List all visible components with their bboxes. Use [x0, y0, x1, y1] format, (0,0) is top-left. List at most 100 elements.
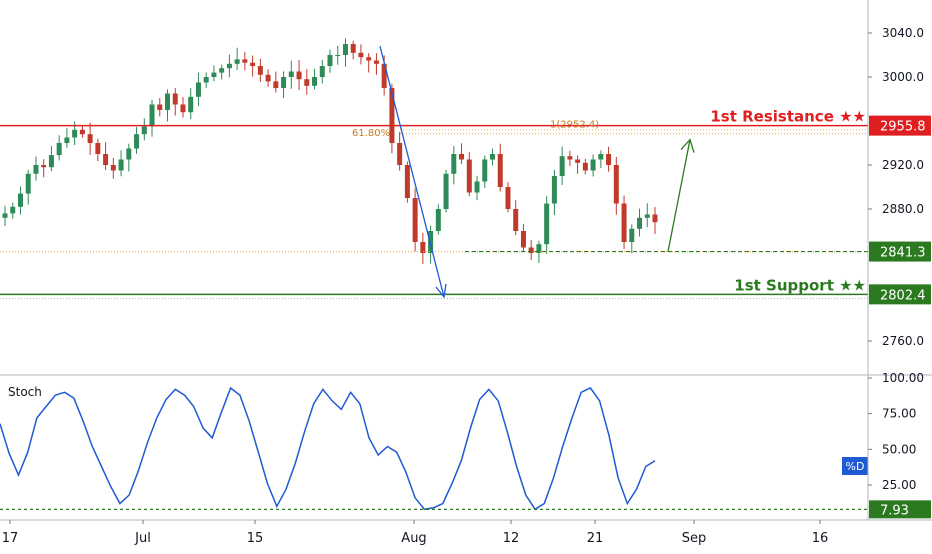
time-tick-label: 12 [503, 531, 520, 546]
support-label: 1st Support ★★ [734, 276, 866, 294]
candle-body [474, 181, 480, 193]
stoch-pane: Stoch %D [0, 385, 868, 511]
time-tick-label: 21 [587, 531, 604, 546]
candle-body [327, 55, 333, 66]
candle-body [350, 44, 356, 53]
candle-body [637, 217, 643, 229]
candle-body [582, 162, 588, 171]
candle-body [567, 156, 573, 160]
candle-body [520, 231, 526, 248]
candle-body [41, 165, 47, 168]
down-arrow-line [379, 46, 445, 298]
candle-body [72, 129, 78, 138]
candle-body [149, 104, 155, 127]
candle-body [598, 154, 604, 160]
candle-body [17, 193, 23, 207]
candle-body [621, 203, 627, 242]
candle-body [389, 88, 395, 143]
support-badge-bg [869, 284, 931, 305]
candle-body [48, 155, 54, 168]
stoch-d-line [0, 386, 656, 511]
candle-body [559, 156, 565, 176]
fib-618-label: 61.80% [352, 128, 390, 139]
candle-body [613, 165, 619, 204]
candle-body [644, 214, 650, 218]
candle-body [606, 154, 612, 165]
candle-body [79, 129, 85, 135]
candle-body [404, 165, 410, 198]
candle-body [335, 55, 341, 56]
candle-body [118, 159, 124, 171]
candle-body [397, 143, 403, 165]
time-tick-label: Sep [682, 531, 707, 546]
candle-body [490, 154, 495, 160]
candle-body [513, 209, 519, 231]
candle-body [528, 247, 534, 253]
candle-body [443, 173, 449, 209]
candle-body [211, 72, 217, 77]
time-tick-label: 17 [2, 531, 19, 546]
stoch-level-badge: 7.93 [880, 503, 909, 518]
candle-body [288, 71, 294, 77]
candle-body [157, 104, 163, 110]
time-tick-label: Aug [401, 531, 426, 546]
candle-body [234, 59, 240, 64]
candle-body [56, 143, 62, 156]
candle-body [242, 59, 248, 63]
candle-body [134, 134, 140, 149]
candle-body [319, 66, 325, 77]
stoch-tick-label: 75.00 [882, 407, 916, 421]
candle-body [103, 154, 109, 165]
candle-body [551, 176, 557, 204]
candle-body [466, 159, 472, 193]
candle-body [459, 154, 465, 160]
candle-body [381, 63, 387, 88]
candle-body [165, 93, 170, 110]
resistance-label: 1st Resistance ★★ [710, 108, 866, 126]
candle-body [412, 198, 418, 242]
resistance-badge-bg [869, 115, 931, 136]
candle-body [110, 165, 116, 171]
down-arrow-head [435, 283, 447, 299]
candle-body [87, 134, 93, 143]
candle-body [420, 242, 426, 253]
legend-badge: %D [846, 460, 865, 473]
candle-body [497, 154, 503, 187]
time-tick-label: Jul [134, 531, 151, 546]
stoch-tick-label: 25.00 [882, 478, 916, 492]
candle-body [195, 82, 201, 97]
candle-body [250, 62, 256, 66]
candle-body [126, 148, 132, 160]
candle-body [575, 159, 581, 163]
candle-body [590, 159, 596, 171]
candle-body [629, 228, 635, 242]
candle-body [435, 209, 441, 231]
candle-body [304, 79, 310, 86]
support-badge: 2802.4 [880, 288, 926, 303]
candle-body [64, 137, 70, 143]
candle-body [172, 93, 178, 105]
candle-body [141, 126, 147, 135]
price-tick-label: 2920.0 [882, 158, 924, 172]
candle-body [2, 213, 8, 218]
candle-body [273, 81, 279, 88]
up-arrow-head [680, 138, 695, 153]
price-tick-label: 3040.0 [882, 26, 924, 40]
candle-body [652, 214, 658, 223]
candle-body [95, 143, 101, 154]
stoch-title: Stoch [8, 385, 42, 399]
stoch-tick-label: 50.00 [882, 442, 916, 456]
fib-1-label: 1(2952.4) [550, 119, 599, 130]
candle-body [10, 206, 16, 214]
mid-badge-bg [869, 241, 931, 262]
candle-body [358, 52, 364, 58]
candle-body [544, 203, 550, 245]
candle-body [33, 165, 39, 174]
candle-body [188, 96, 194, 113]
price-tick-label: 2880.0 [882, 202, 924, 216]
candle-body [312, 77, 318, 86]
